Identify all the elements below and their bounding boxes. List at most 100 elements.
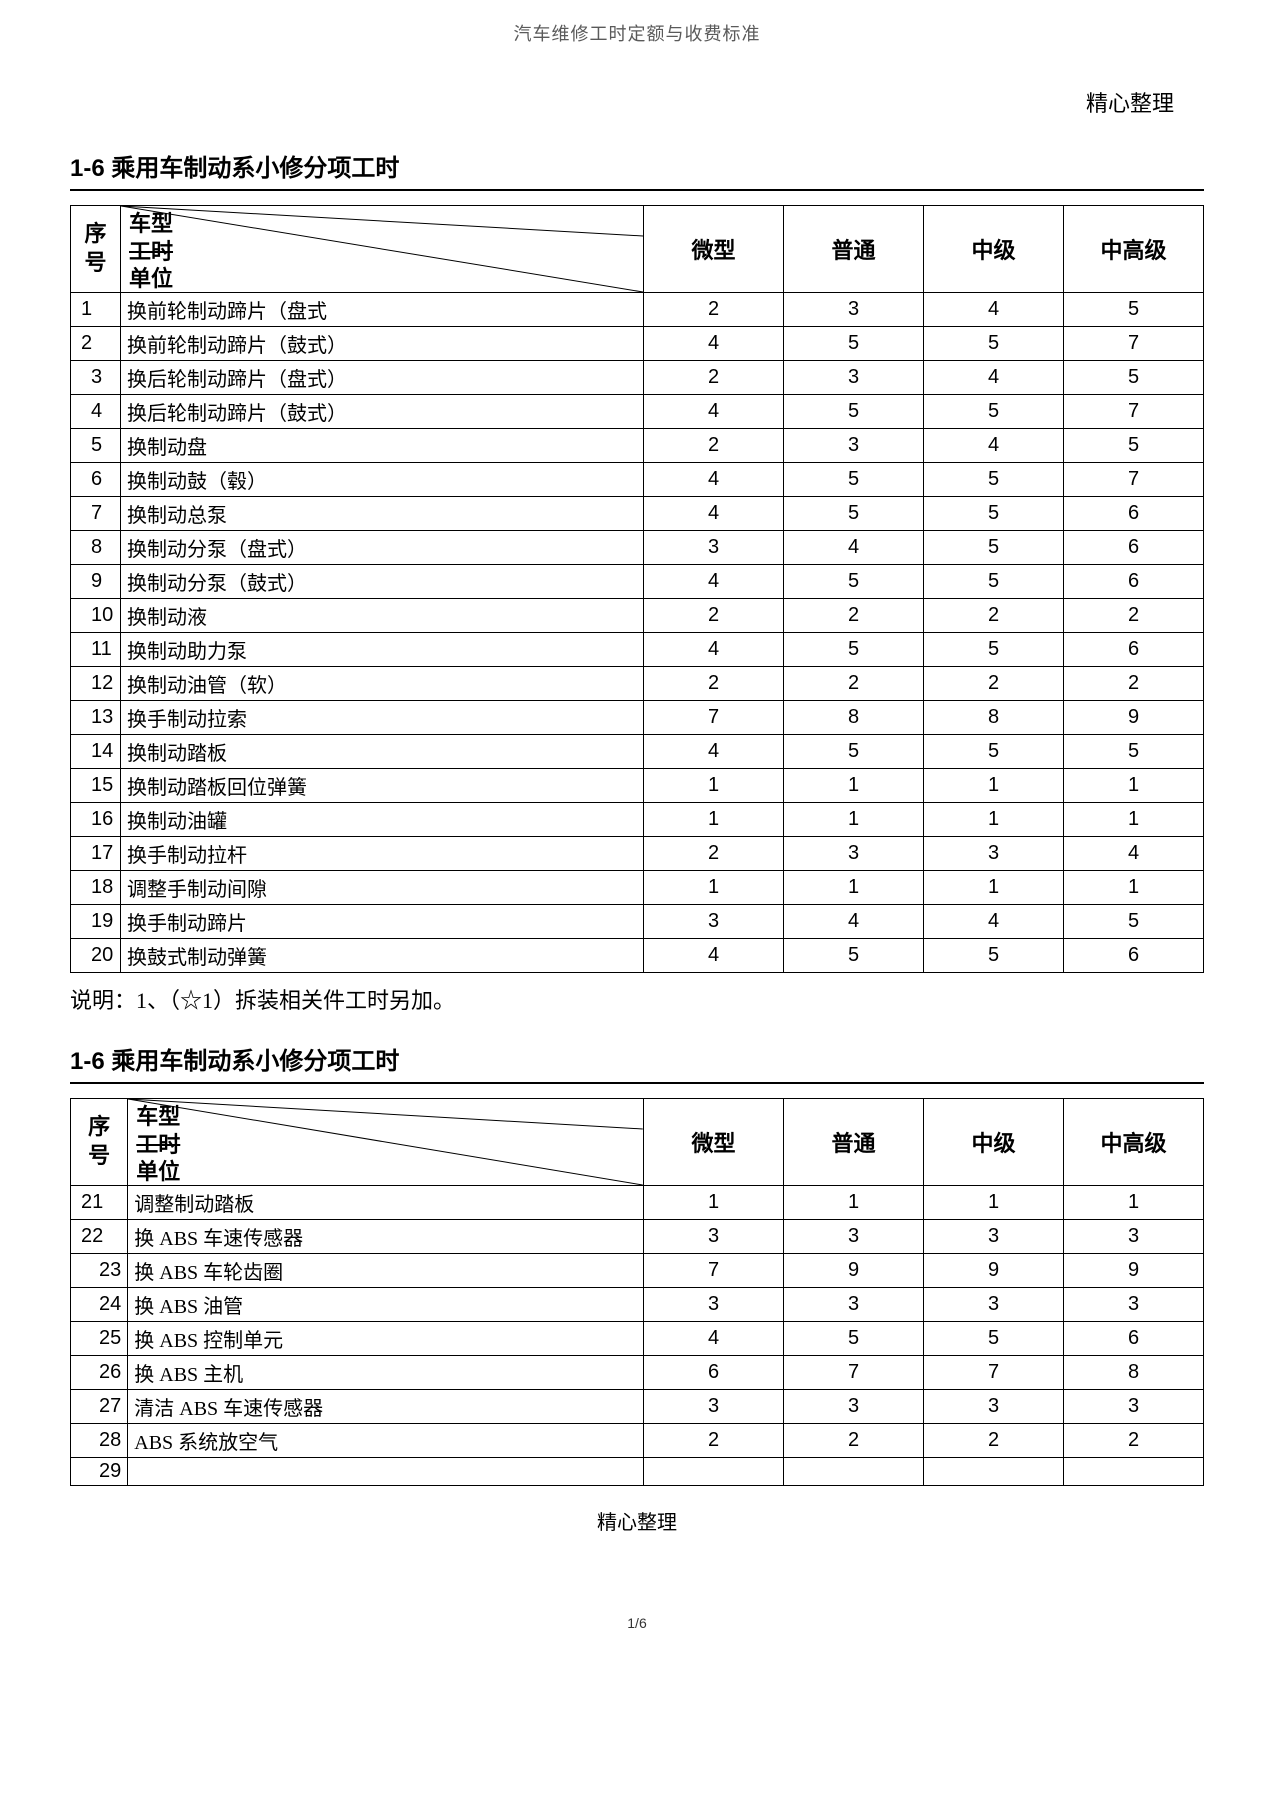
row-seq: 17	[71, 837, 121, 871]
table-2-body: 21调整制动踏板111122换 ABS 车速传感器333323换 ABS 车轮齿…	[71, 1186, 1204, 1486]
row-value: 5	[1064, 293, 1204, 327]
row-value: 3	[1064, 1288, 1204, 1322]
row-seq: 8	[71, 531, 121, 565]
section-1-rule	[70, 189, 1204, 191]
row-value: 1	[784, 803, 924, 837]
table-row: 12换制动油管（软）2222	[71, 667, 1204, 701]
row-value: 3	[1064, 1220, 1204, 1254]
table-row: 18调整手制动间隙1111	[71, 871, 1204, 905]
row-value: 3	[644, 1390, 784, 1424]
table-row: 21调整制动踏板1111	[71, 1186, 1204, 1220]
row-value: 1	[644, 871, 784, 905]
row-desc: 换鼓式制动弹簧	[121, 939, 644, 973]
row-value: 3	[784, 1390, 924, 1424]
row-seq: 2	[71, 327, 121, 361]
header-diagonal-cell: 车型 工时 单位	[128, 1099, 644, 1186]
row-seq: 14	[71, 735, 121, 769]
table-row: 23换 ABS 车轮齿圈7999	[71, 1254, 1204, 1288]
row-value: 6	[1064, 531, 1204, 565]
table-1: 序 号 车型 工时 单位	[70, 205, 1204, 973]
row-value: 5	[784, 1322, 924, 1356]
row-desc: 换制动盘	[121, 429, 644, 463]
section-2-rule	[70, 1082, 1204, 1084]
row-seq: 3	[71, 361, 121, 395]
table-row: 4换后轮制动蹄片（鼓式）4557	[71, 395, 1204, 429]
row-desc: 换制动油管（软）	[121, 667, 644, 701]
row-value: 7	[1064, 327, 1204, 361]
row-desc: ABS 系统放空气	[128, 1424, 644, 1458]
row-value: 4	[644, 463, 784, 497]
page: 汽车维修工时定额与收费标准 精心整理 1-6 乘用车制动系小修分项工时 序 号	[0, 0, 1274, 1671]
section-2-title: 1-6 乘用车制动系小修分项工时	[70, 1041, 1204, 1076]
row-value: 2	[924, 1424, 1064, 1458]
row-value: 7	[924, 1356, 1064, 1390]
row-desc: 换 ABS 控制单元	[128, 1322, 644, 1356]
row-desc	[128, 1458, 644, 1486]
row-desc: 换 ABS 主机	[128, 1356, 644, 1390]
row-value: 9	[1064, 701, 1204, 735]
row-value: 3	[784, 429, 924, 463]
row-value: 1	[924, 803, 1064, 837]
row-value: 4	[644, 497, 784, 531]
row-desc: 换制动踏板	[121, 735, 644, 769]
row-seq: 13	[71, 701, 121, 735]
row-value: 5	[784, 939, 924, 973]
row-value: 7	[1064, 463, 1204, 497]
table-row: 16换制动油罐1111	[71, 803, 1204, 837]
row-value: 2	[644, 429, 784, 463]
row-seq: 27	[71, 1390, 128, 1424]
row-seq: 29	[71, 1458, 128, 1486]
top-right-label: 精心整理	[70, 86, 1204, 118]
row-value: 4	[644, 565, 784, 599]
table-row: 8换制动分泵（盘式）3456	[71, 531, 1204, 565]
row-value: 1	[1064, 803, 1204, 837]
row-value: 3	[644, 905, 784, 939]
col-header: 微型	[644, 206, 784, 293]
document-title: 汽车维修工时定额与收费标准	[70, 20, 1204, 46]
row-value: 2	[924, 599, 1064, 633]
table-row: 6换制动鼓（毂）4557	[71, 463, 1204, 497]
table-row: 22换 ABS 车速传感器3333	[71, 1220, 1204, 1254]
table-row: 28ABS 系统放空气2222	[71, 1424, 1204, 1458]
row-value: 3	[644, 1288, 784, 1322]
row-value: 4	[644, 939, 784, 973]
row-value	[1064, 1458, 1204, 1486]
row-value: 5	[924, 735, 1064, 769]
row-seq: 15	[71, 769, 121, 803]
row-seq: 16	[71, 803, 121, 837]
diag-l1: 车型	[129, 210, 173, 238]
row-desc: 换制动踏板回位弹簧	[121, 769, 644, 803]
row-value: 1	[1064, 871, 1204, 905]
row-value: 1	[1064, 1186, 1204, 1220]
row-seq: 21	[71, 1186, 128, 1220]
row-value: 5	[924, 633, 1064, 667]
table-row: 20换鼓式制动弹簧4556	[71, 939, 1204, 973]
row-value: 4	[924, 293, 1064, 327]
col-header: 普通	[784, 1099, 924, 1186]
row-desc: 调整制动踏板	[128, 1186, 644, 1220]
table-2-head: 序 号 车型 工时 单位	[71, 1099, 1204, 1186]
row-value: 5	[1064, 361, 1204, 395]
row-value	[644, 1458, 784, 1486]
row-seq: 22	[71, 1220, 128, 1254]
row-value: 4	[924, 905, 1064, 939]
row-desc: 换后轮制动蹄片（盘式）	[121, 361, 644, 395]
row-value: 8	[784, 701, 924, 735]
row-value: 2	[644, 837, 784, 871]
header-seq-char1: 序	[88, 1114, 110, 1139]
row-value: 5	[924, 327, 1064, 361]
row-value: 5	[924, 395, 1064, 429]
table-row: 27清洁 ABS 车速传感器3333	[71, 1390, 1204, 1424]
header-seq: 序 号	[71, 206, 121, 293]
row-value: 3	[784, 293, 924, 327]
footer-center: 精心整理	[70, 1506, 1204, 1535]
row-value: 3	[644, 531, 784, 565]
row-value: 7	[1064, 395, 1204, 429]
row-value: 1	[784, 1186, 924, 1220]
row-desc: 换前轮制动蹄片（盘式	[121, 293, 644, 327]
row-value: 6	[1064, 633, 1204, 667]
row-value: 5	[784, 327, 924, 361]
row-desc: 换制动分泵（鼓式）	[121, 565, 644, 599]
row-value: 9	[784, 1254, 924, 1288]
header-diagonal-cell: 车型 工时 单位	[121, 206, 644, 293]
